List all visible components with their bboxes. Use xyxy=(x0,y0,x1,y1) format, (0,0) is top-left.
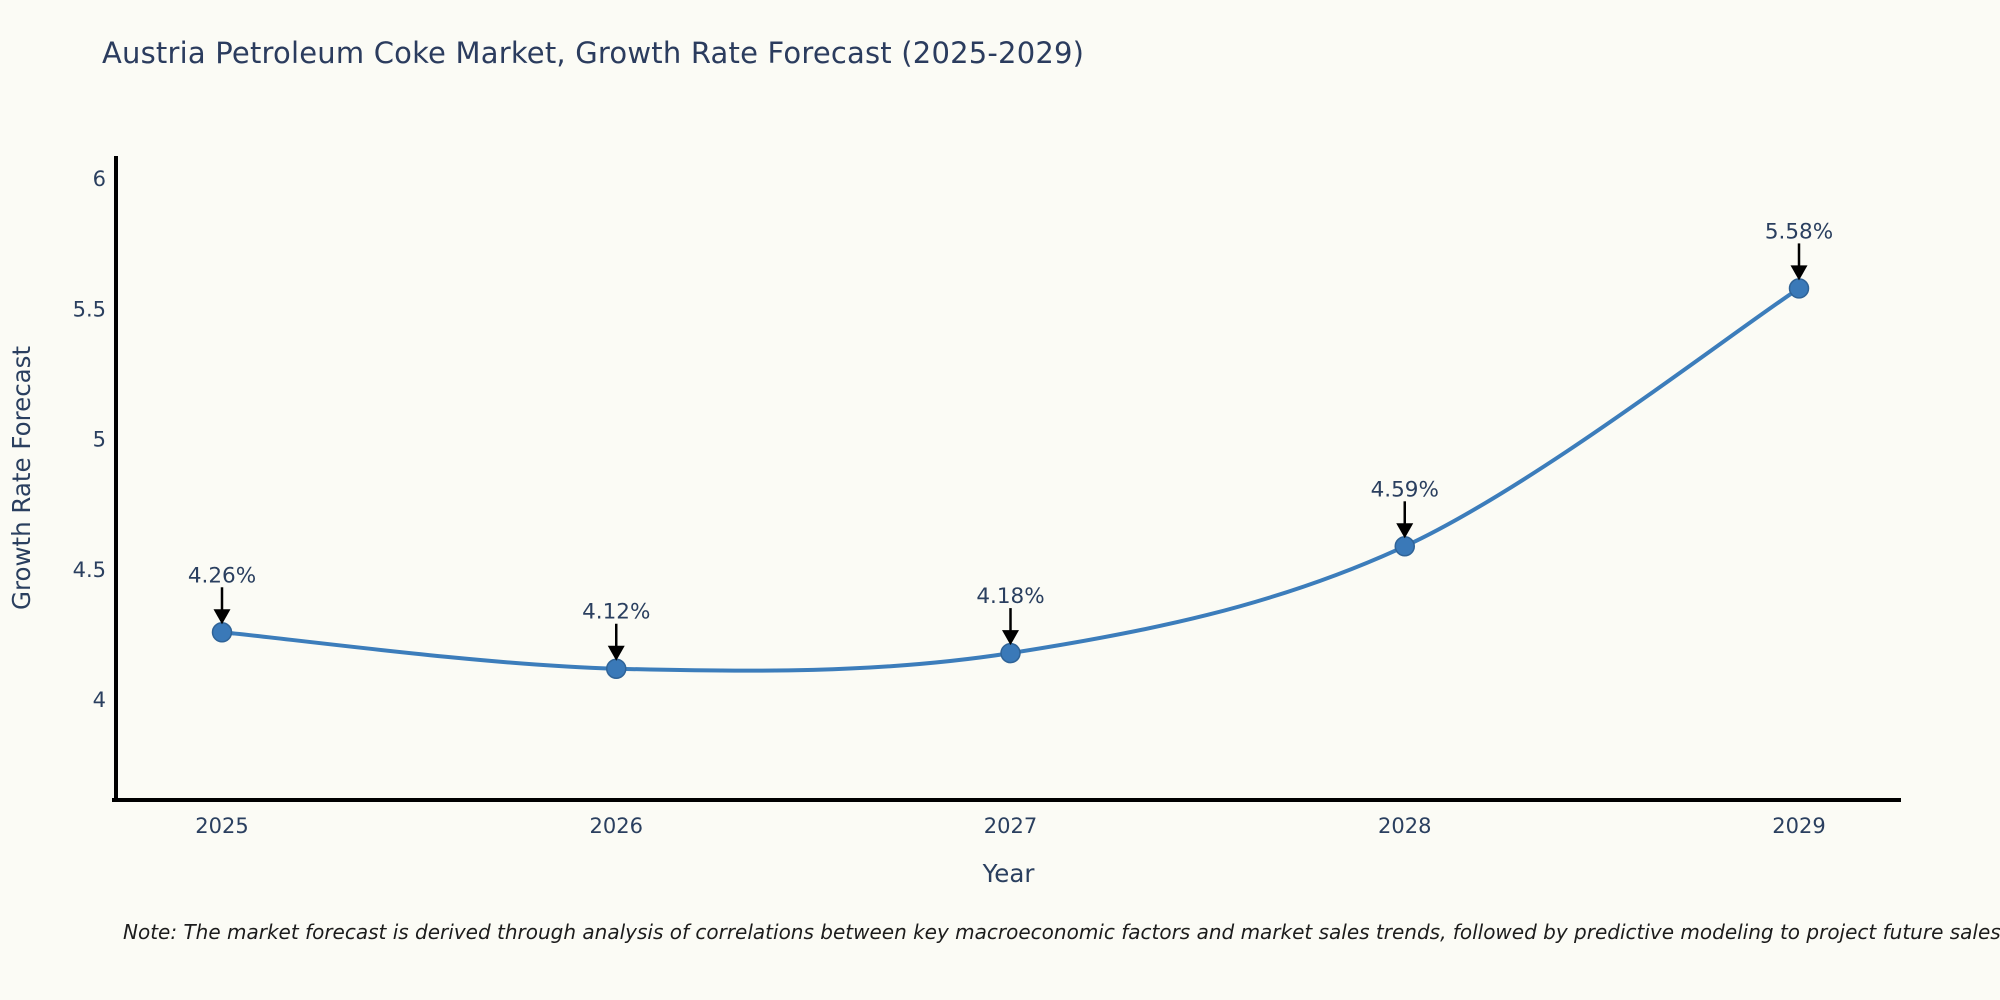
y-tick-label: 5.5 xyxy=(73,297,106,321)
data-point-marker xyxy=(1788,278,1810,299)
annotation-label: 4.26% xyxy=(188,563,256,588)
annotation-label: 4.18% xyxy=(976,584,1044,609)
annotation-arrow-head xyxy=(607,645,625,661)
y-tick-label: 5 xyxy=(93,428,106,452)
x-tick-label: 2029 xyxy=(1772,814,1825,838)
data-point-marker xyxy=(1394,536,1415,557)
x-tick-label: 2025 xyxy=(195,814,248,838)
y-tick-label: 4 xyxy=(93,688,106,712)
annotation-label: 4.12% xyxy=(582,600,650,625)
annotation-arrow-head xyxy=(1790,265,1808,281)
annotation-arrow-head xyxy=(213,609,231,625)
annotation-label: 4.59% xyxy=(1371,477,1439,502)
annotation-arrow-head xyxy=(1002,630,1019,646)
y-axis-title: Growth Rate Forecast xyxy=(7,346,36,610)
y-tick-label: 6 xyxy=(93,167,106,191)
chart-title: Austria Petroleum Coke Market, Growth Ra… xyxy=(102,36,1085,70)
x-axis-title: Year xyxy=(982,859,1036,888)
annotation-arrow-head xyxy=(1396,523,1414,539)
x-tick-label: 2027 xyxy=(984,814,1037,838)
chart-note: Note: The market forecast is derived thr… xyxy=(123,920,2000,944)
annotation-label: 5.58% xyxy=(1765,219,1833,244)
x-tick-label: 2028 xyxy=(1378,814,1431,838)
data-point-marker xyxy=(1000,642,1021,664)
x-tick-label: 2026 xyxy=(590,814,643,838)
y-tick-label: 4.5 xyxy=(73,558,106,582)
data-point-marker xyxy=(211,622,233,643)
data-point-marker xyxy=(606,658,627,679)
